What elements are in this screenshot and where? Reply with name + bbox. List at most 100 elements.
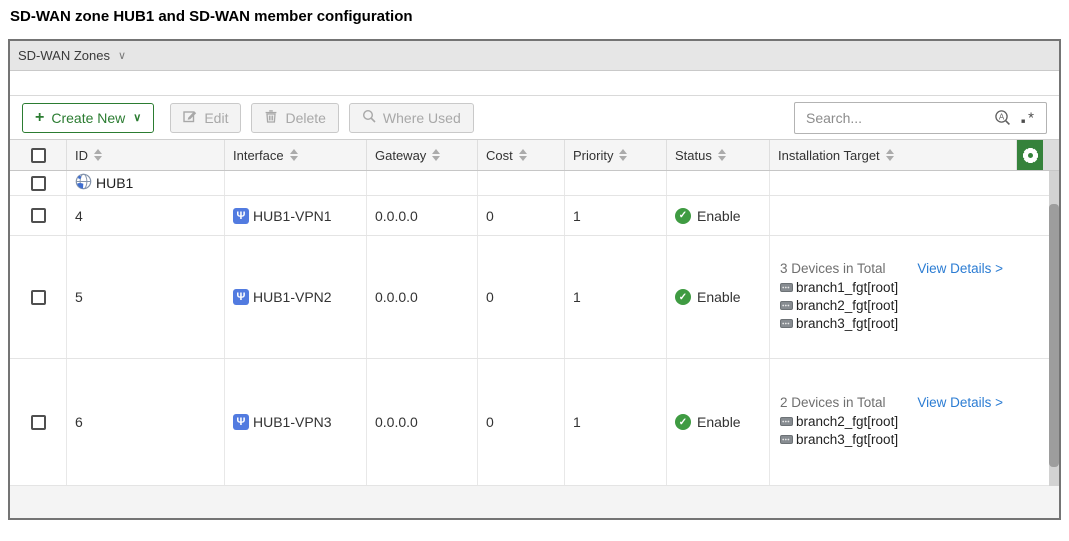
table-row-zone-hub1[interactable]: HUB1 (10, 171, 1059, 196)
device-icon (780, 297, 793, 315)
column-header-cost[interactable]: Cost (478, 140, 565, 170)
device-icon (780, 315, 793, 333)
sort-icon (619, 149, 628, 161)
edit-button[interactable]: Edit (170, 102, 242, 133)
device-item: branch1_fgt[root] (780, 279, 1033, 297)
status-cell: ✓ Enable (667, 236, 770, 358)
column-header-gateway[interactable]: Gateway (367, 140, 478, 170)
table-row-member-6[interactable]: 6 Ψ HUB1-VPN3 0.0.0.0 0 1 ✓ Enable 2 Dev… (10, 359, 1059, 486)
sdwan-zones-panel: SD-WAN Zones ∨ + Create New ∨ Edit Delet… (8, 39, 1061, 520)
row-checkbox[interactable] (30, 175, 46, 191)
create-new-label: Create New (51, 109, 126, 126)
sort-icon (518, 149, 527, 161)
interface-name: HUB1-VPN1 (253, 207, 332, 224)
devices-total: 2 Devices in Total (780, 395, 886, 410)
trash-icon (264, 109, 278, 126)
delete-button[interactable]: Delete (251, 102, 339, 133)
status-enabled-icon: ✓ (675, 414, 691, 430)
gear-icon (1022, 147, 1038, 163)
status-cell: ✓ Enable (667, 359, 770, 485)
chevron-down-icon: ∨ (133, 112, 142, 124)
panel-gap (10, 71, 1059, 95)
gateway-cell: 0.0.0.0 (367, 236, 478, 358)
device-item: branch3_fgt[root] (780, 431, 1033, 449)
device-name: branch3_fgt[root] (796, 432, 899, 447)
column-header-installation-target-label: Installation Target (778, 147, 880, 163)
zone-name-cell: HUB1 (67, 171, 225, 195)
chevron-down-icon: ∨ (117, 50, 127, 62)
column-search-icon[interactable]: A (994, 109, 1011, 126)
sort-icon (717, 149, 726, 161)
column-header-gateway-label: Gateway (375, 147, 427, 163)
device-name: branch3_fgt[root] (796, 316, 899, 331)
interface-name: HUB1-VPN2 (253, 289, 332, 305)
status-cell: ✓ Enable (667, 196, 770, 235)
device-name: branch2_fgt[root] (796, 414, 899, 429)
column-settings-button[interactable] (1017, 140, 1043, 170)
device-icon (780, 431, 793, 449)
globe-icon (75, 173, 92, 193)
status-enabled-icon: ✓ (675, 289, 691, 305)
column-header-interface[interactable]: Interface (225, 140, 367, 170)
select-all-checkbox[interactable] (30, 147, 46, 163)
search-box: A * (794, 101, 1047, 134)
regex-icon[interactable]: * (1019, 109, 1037, 126)
installation-target-cell (770, 196, 1059, 235)
search-input[interactable] (804, 108, 986, 127)
view-details-link[interactable]: View Details > (917, 261, 1003, 276)
where-used-label: Where Used (382, 109, 461, 126)
installation-target-cell: 3 Devices in Total View Details > branch… (770, 236, 1059, 358)
column-header-cost-label: Cost (486, 147, 513, 163)
view-details-link[interactable]: View Details > (917, 395, 1003, 410)
device-icon (780, 279, 793, 297)
table-row-member-5[interactable]: 5 Ψ HUB1-VPN2 0.0.0.0 0 1 ✓ Enable 3 Dev… (10, 236, 1059, 359)
vertical-scrollbar[interactable] (1049, 171, 1059, 486)
table-header: ID Interface Gateway Cost Priority Statu… (10, 139, 1059, 171)
interface-cell: Ψ HUB1-VPN1 (225, 196, 367, 235)
table-row-member-4[interactable]: 4 Ψ HUB1-VPN1 0.0.0.0 0 1 ✓ Enable (10, 196, 1059, 236)
zones-dropdown-label: SD-WAN Zones (18, 48, 110, 63)
status-label: Enable (697, 414, 741, 430)
priority-cell: 1 (565, 359, 667, 485)
table-body: HUB1 4 Ψ HUB1-VPN1 0.0.0.0 0 1 ✓ Enable (10, 171, 1059, 486)
device-icon (780, 413, 793, 431)
tunnel-interface-icon: Ψ (233, 414, 249, 430)
zone-name: HUB1 (96, 175, 134, 191)
scrollbar-thumb[interactable] (1049, 204, 1059, 467)
search-icon (362, 109, 376, 126)
interface-cell: Ψ HUB1-VPN3 (225, 359, 367, 485)
row-checkbox[interactable] (30, 414, 46, 430)
tunnel-interface-icon: Ψ (233, 207, 249, 224)
svg-text:*: * (1028, 110, 1034, 127)
interface-cell: Ψ HUB1-VPN2 (225, 236, 367, 358)
priority-cell: 1 (565, 196, 667, 235)
where-used-button[interactable]: Where Used (348, 102, 474, 133)
device-item: branch3_fgt[root] (780, 315, 1033, 333)
devices-total: 3 Devices in Total (780, 261, 886, 276)
create-new-button[interactable]: + Create New ∨ (22, 102, 155, 133)
svg-text:A: A (999, 112, 1005, 121)
id-cell: 6 (67, 359, 225, 485)
panel-footer (10, 486, 1059, 518)
device-name: branch2_fgt[root] (796, 298, 899, 313)
gateway-cell: 0.0.0.0 (367, 359, 478, 485)
column-header-id-label: ID (75, 147, 88, 163)
column-header-status-label: Status (675, 147, 712, 163)
status-label: Enable (697, 289, 741, 305)
sort-icon (885, 149, 894, 161)
cost-cell: 0 (478, 359, 565, 485)
edit-icon (183, 109, 197, 126)
zones-dropdown[interactable]: SD-WAN Zones ∨ (10, 41, 1059, 71)
row-checkbox[interactable] (30, 289, 46, 305)
id-cell: 4 (67, 196, 225, 235)
device-item: branch2_fgt[root] (780, 297, 1033, 315)
toolbar: + Create New ∨ Edit Delete Where Used (10, 95, 1059, 139)
sort-icon (289, 149, 298, 161)
column-header-priority[interactable]: Priority (565, 140, 667, 170)
column-header-id[interactable]: ID (67, 140, 225, 170)
tunnel-interface-icon: Ψ (233, 289, 249, 305)
row-checkbox[interactable] (30, 208, 46, 223)
delete-label: Delete (285, 109, 326, 126)
column-header-installation-target[interactable]: Installation Target (770, 140, 1017, 170)
column-header-status[interactable]: Status (667, 140, 770, 170)
